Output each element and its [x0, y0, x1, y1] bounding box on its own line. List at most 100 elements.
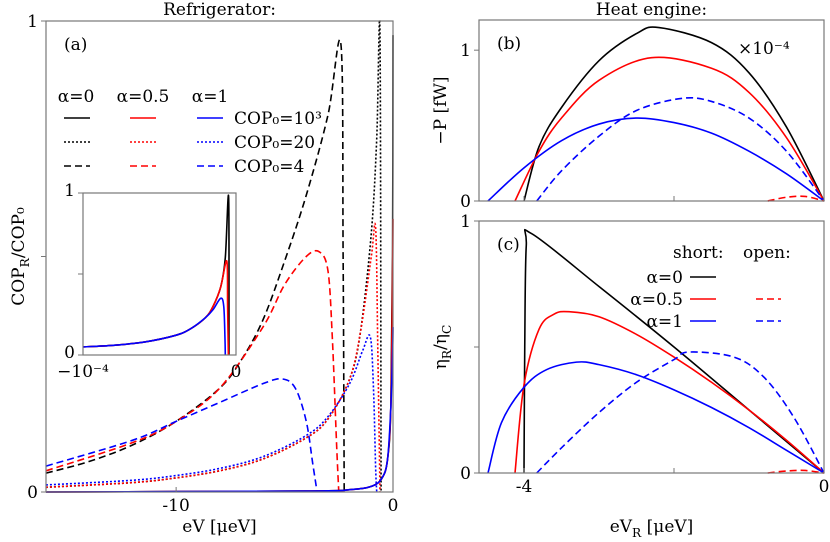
text-run: eV	[610, 517, 633, 537]
panel-title: Heat engine:	[596, 0, 707, 20]
y-tick-label: 1	[460, 212, 471, 232]
text-run: COP	[9, 267, 29, 305]
y-tick-label: 1	[64, 181, 75, 201]
text-run: −P [fW]	[431, 76, 451, 144]
text-run: 1	[64, 181, 75, 201]
legend-label: COP₀=4	[234, 157, 304, 177]
panel-label: (a)	[64, 35, 87, 55]
text-run: 0	[64, 343, 75, 363]
series-line-a-5	[45, 334, 378, 493]
y-tick-label: 0	[64, 343, 75, 363]
series-group	[487, 26, 825, 202]
text-run: open:	[743, 243, 791, 263]
x-tick-label: -10	[162, 496, 189, 516]
y-tick-label: 0	[460, 464, 471, 484]
inset-background	[83, 193, 236, 355]
text-run: R	[18, 257, 32, 267]
legend-label: COP₀=20	[234, 133, 315, 153]
y-axis-label: ηR/ηC	[431, 325, 454, 370]
series-line-c-1	[514, 310, 825, 474]
series-line-a-4	[45, 222, 381, 493]
text-run: [μeV]	[641, 517, 693, 537]
x-tick-label: 0	[388, 496, 399, 516]
text-run: 1	[27, 12, 38, 32]
text-run: Refrigerator:	[163, 0, 276, 20]
text-run: α=0	[58, 87, 95, 107]
series-line-c-3	[536, 351, 825, 474]
text-run: 0	[388, 496, 399, 516]
text-run: Heat engine:	[596, 0, 707, 20]
series-group	[82, 194, 230, 356]
text-run: α=0.5	[117, 87, 170, 107]
text-run: C	[440, 325, 454, 334]
x-tick-label: 0	[231, 362, 242, 382]
text-run: /COP₀	[9, 207, 29, 258]
text-run: eV [μeV]	[182, 517, 256, 537]
panel-title: Refrigerator:	[163, 0, 276, 20]
scale-factor-label: ×10⁻⁴	[738, 39, 790, 59]
legend-label: COP₀=10³	[234, 109, 322, 129]
legend: short: open: α=0α=0.5α=1	[630, 243, 791, 332]
series-line-c-2	[487, 361, 825, 474]
series-line-a-1	[45, 249, 340, 493]
legend-short-header: short:	[673, 243, 724, 263]
text-run: α=0	[646, 268, 683, 288]
y-axis-label: −P [fW]	[431, 76, 451, 144]
text-run: R	[440, 349, 454, 359]
series-line-b-0	[523, 26, 825, 202]
legend-header: α=1	[192, 87, 229, 107]
text-run: -10	[162, 496, 189, 516]
panel-label: (b)	[497, 34, 521, 54]
text-run: 1	[460, 41, 471, 61]
panel-b: 0 1 Heat engine: (b) −P [fW] ×10⁻⁴	[431, 0, 825, 212]
panel-a: -10 0 0 1 Refrigerator: (a) eV [μeV] COPR/COP₀ α…	[9, 0, 398, 537]
text-run: 0	[27, 483, 38, 503]
series-line-c-0	[523, 228, 825, 474]
series-line-inset-2	[82, 297, 227, 356]
series-line-b-3	[536, 97, 825, 202]
series-group	[487, 228, 825, 474]
text-run: (a)	[64, 35, 87, 55]
legend-header: α=0	[58, 87, 95, 107]
text-run: COP₀=20	[234, 133, 315, 153]
x-tick-label: 0	[819, 477, 830, 497]
y-tick-label: 1	[460, 41, 471, 61]
text-run: 0	[460, 192, 471, 212]
text-run: −10⁻⁴	[57, 362, 109, 382]
text-run: η	[431, 359, 451, 369]
series-line-c-4	[767, 469, 825, 474]
legend-row-label: α=0.5	[630, 290, 683, 310]
text-run: 0	[231, 362, 242, 382]
text-run: /η	[431, 334, 451, 350]
x-tick-label: −10⁻⁴	[57, 362, 109, 382]
y-tick-label: 0	[460, 192, 471, 212]
text-run: short:	[673, 243, 724, 263]
x-axis-label: eVR [μeV]	[610, 517, 694, 540]
text-run: COP₀=10³	[234, 109, 322, 129]
legend-open-header: open:	[743, 243, 791, 263]
text-run: ×10⁻⁴	[738, 39, 790, 59]
y-tick-label: 0	[27, 483, 38, 503]
text-run: 1	[460, 212, 471, 232]
series-line-b-4	[767, 195, 825, 202]
series-line-b-2	[487, 117, 825, 202]
text-run: 0	[460, 464, 471, 484]
text-run: α=1	[192, 87, 229, 107]
panel-label: (c)	[497, 235, 520, 255]
text-run: α=0.5	[630, 290, 683, 310]
y-axis-label: COPR/COP₀	[9, 207, 32, 306]
legend-row-label: α=1	[646, 312, 683, 332]
text-run: 0	[819, 477, 830, 497]
series-line-b-1	[514, 56, 825, 202]
legend-row-label: α=0	[646, 268, 683, 288]
plot-frame	[478, 19, 825, 202]
panel-inset: −10⁻⁴ 001	[57, 181, 241, 382]
x-tick-label: -4	[516, 477, 533, 497]
legend-header: α=0.5	[117, 87, 170, 107]
y-tick-label: 1	[27, 12, 38, 32]
text-run: α=1	[646, 312, 683, 332]
text-run: (c)	[497, 235, 520, 255]
